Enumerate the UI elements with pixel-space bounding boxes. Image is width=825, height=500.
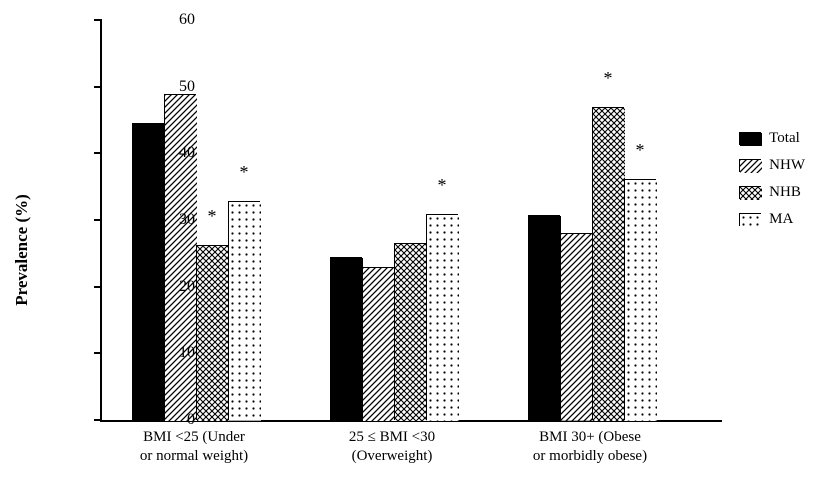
y-tick [94,352,102,354]
y-tick-label: 10 [155,344,195,362]
bar-total [330,257,362,420]
y-tick-label: 0 [155,411,195,429]
y-axis-label: Prevalence (%) [12,194,32,306]
bar-chart: Prevalence (%) * * * * * Total NHW NHB MA 0 10 20… [0,0,825,500]
bar-ma [624,179,656,420]
significance-marker: * [240,163,249,181]
bar-total [132,123,164,420]
category-label-line: or morbidly obese) [490,447,690,466]
category-label-line: or normal weight) [94,447,294,466]
legend-item-nhb: NHB [739,184,805,201]
bar-nhb [394,243,426,420]
legend-label: NHB [769,184,801,201]
legend-swatch [739,132,761,145]
legend-item-nhw: NHW [739,157,805,174]
significance-marker: * [604,69,613,87]
legend-label: NHW [769,157,805,174]
y-tick-label: 50 [155,78,195,96]
category-label-line: BMI 30+ (Obese [490,428,690,447]
bar-total [528,215,560,420]
y-tick-label: 40 [155,144,195,162]
significance-marker: * [636,141,645,159]
y-tick [94,219,102,221]
category-label: BMI <25 (Underor normal weight) [94,428,294,466]
bar-nhb [196,245,228,420]
legend-item-ma: MA [739,211,805,228]
legend-swatch [739,159,761,172]
legend-swatch [739,213,761,226]
legend-item-total: Total [739,130,805,147]
category-label-line: BMI <25 (Under [94,428,294,447]
y-tick-label: 30 [155,211,195,229]
y-tick-label: 60 [155,11,195,29]
category-label: 25 ≤ BMI <30(Overweight) [292,428,492,466]
legend-swatch [739,186,761,199]
category-label-line: 25 ≤ BMI <30 [292,428,492,447]
bar-nhw [164,94,196,420]
bar-ma [228,201,260,420]
bar-nhw [362,267,394,420]
category-label-line: (Overweight) [292,447,492,466]
y-tick [94,286,102,288]
y-tick [94,86,102,88]
legend-label: MA [769,211,793,228]
category-label: BMI 30+ (Obeseor morbidly obese) [490,428,690,466]
y-tick [94,419,102,421]
y-tick-label: 20 [155,278,195,296]
bar-nhw [560,233,592,420]
significance-marker: * [208,207,217,225]
y-tick [94,19,102,21]
legend-label: Total [769,130,800,147]
bar-nhb [592,107,624,420]
legend: Total NHW NHB MA [739,130,805,238]
bar-ma [426,214,458,420]
significance-marker: * [438,176,447,194]
y-tick [94,152,102,154]
